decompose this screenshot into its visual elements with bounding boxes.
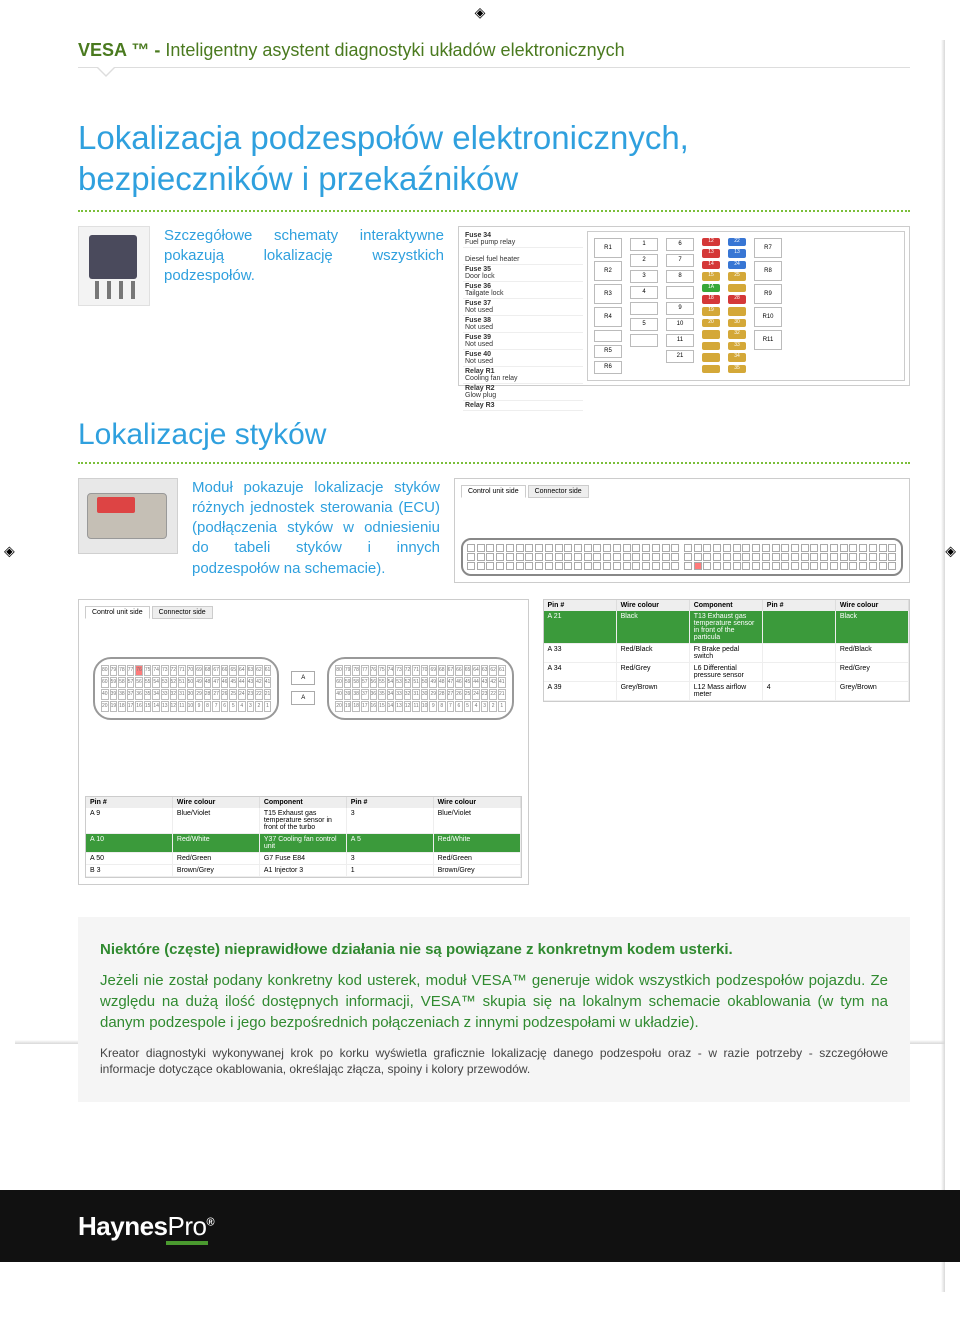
info-callout: Niektóre (częste) nieprawidłowe działani… (78, 917, 910, 1103)
page-footer: HaynesPro® (0, 1190, 960, 1262)
callout-footnote: Kreator diagnostyki wykonywanej krok po … (100, 1045, 888, 1079)
footer-logo: HaynesPro® (78, 1211, 214, 1242)
section-blurb: Szczegółowe schematy interaktywne pokazu… (164, 226, 444, 287)
connector-diagram-right: Control unit side Connector side (454, 478, 910, 583)
page-header: VESA ™ - Inteligentny asystent diagnosty… (78, 40, 910, 77)
fusebox-diagram: Fuse 34Fuel pump relayDiesel fuel heater… (458, 226, 910, 386)
connector-diagram-left: Control unit side Connector side 8079787… (78, 599, 529, 885)
callout-heading: Niektóre (częste) nieprawidłowe działani… (100, 941, 888, 958)
divider (78, 210, 910, 212)
section-title: Lokalizacja podzespołów elektronicznych,… (78, 117, 910, 200)
brand-name: VESA ™ - (78, 40, 165, 60)
callout-body: Jeżeli nie został podany konkretny kod u… (100, 970, 888, 1033)
pin-table-right: Pin #Wire colourComponentPin #Wire colou… (543, 599, 911, 702)
tab-control-unit[interactable]: Control unit side (461, 485, 526, 498)
tab-connector[interactable]: Connector side (152, 606, 213, 619)
section-blurb: Moduł pokazuje lokalizacje styków różnyc… (192, 478, 440, 579)
relay-illustration (78, 226, 150, 306)
tab-control-unit[interactable]: Control unit side (85, 606, 150, 619)
tab-connector[interactable]: Connector side (528, 485, 589, 498)
section-title: Lokalizacje styków (78, 418, 910, 452)
header-subtitle: Inteligentny asystent diagnostyki układó… (165, 40, 624, 60)
ecu-illustration (78, 478, 178, 554)
divider (78, 462, 910, 464)
